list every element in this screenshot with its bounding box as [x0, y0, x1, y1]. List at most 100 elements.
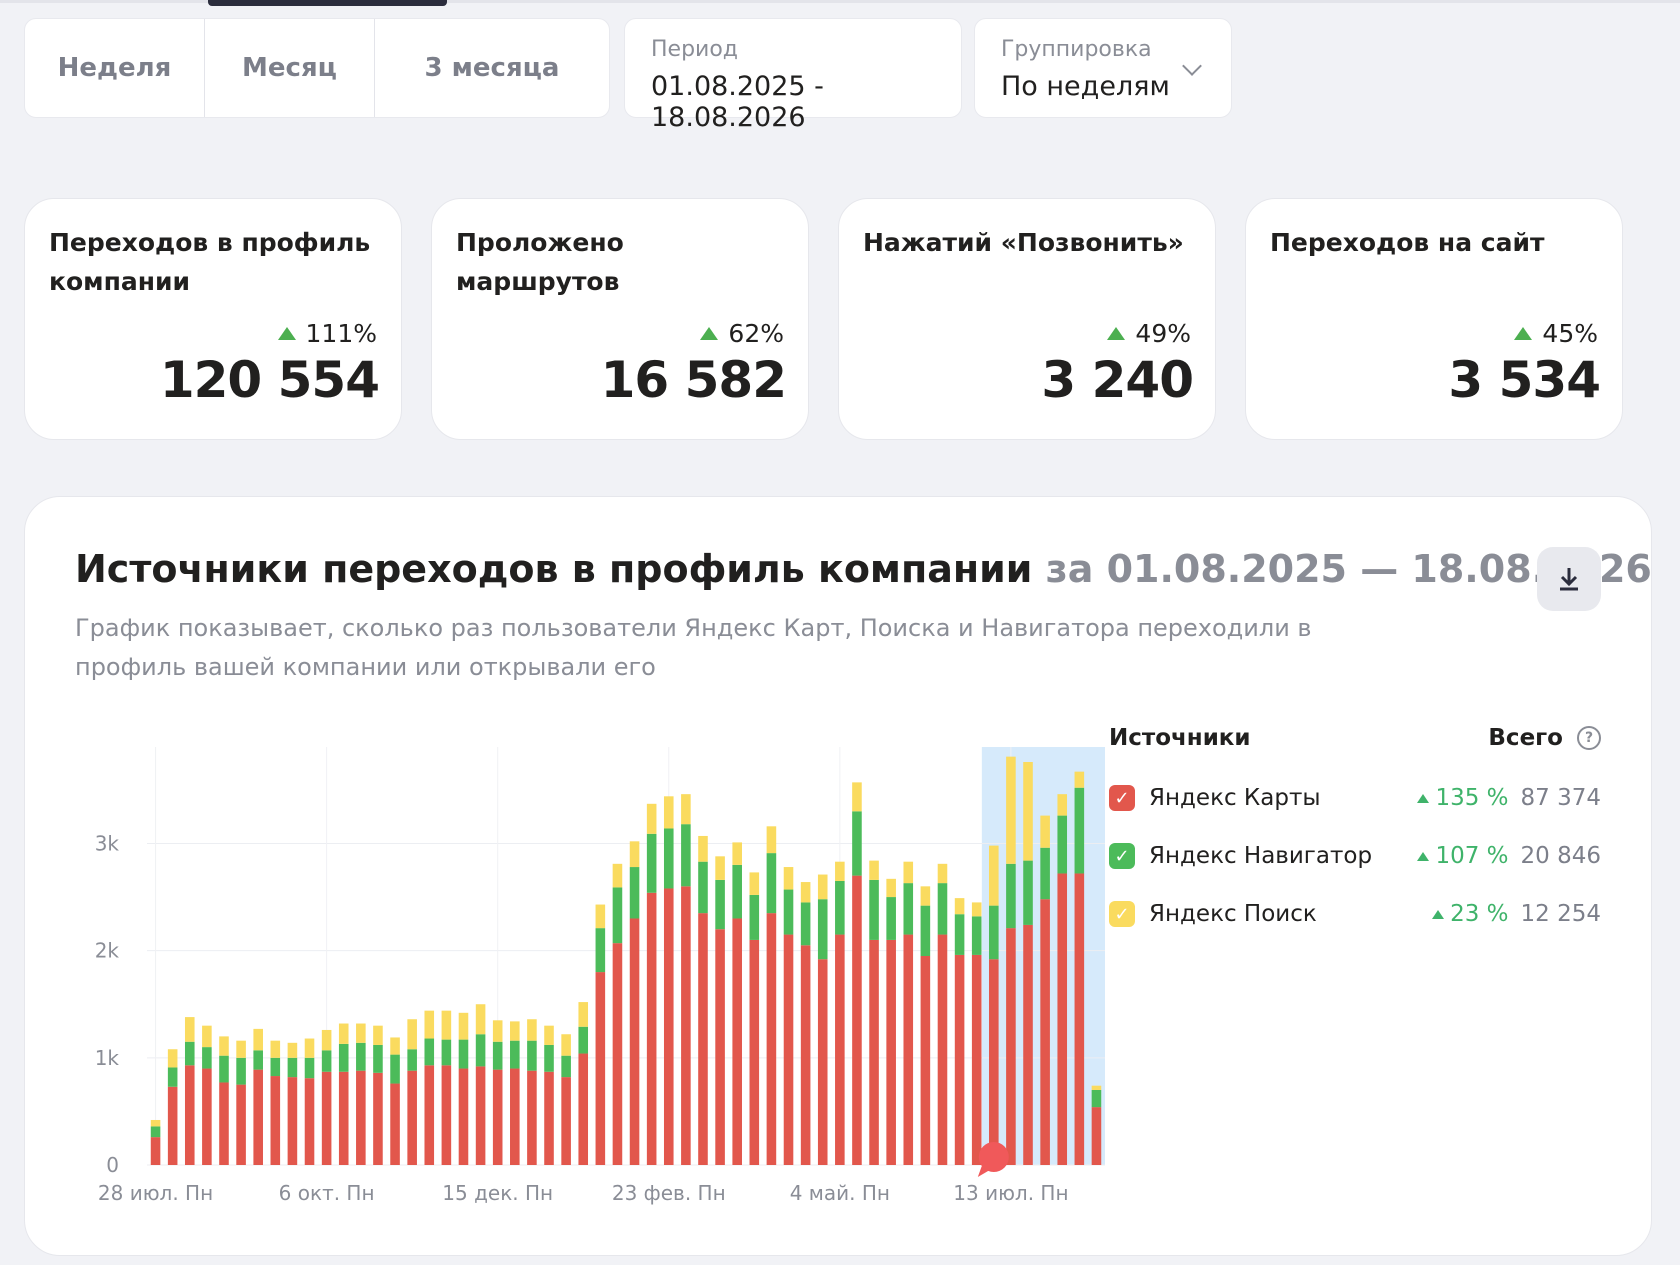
active-tab-indicator: [208, 0, 447, 6]
metric-delta: 45%: [1514, 319, 1598, 348]
legend-item-maps[interactable]: ✓ Яндекс Карты 135 % 87 374: [1109, 769, 1601, 827]
event-marker-tail: [977, 1166, 990, 1177]
legend-item-change: 107 %: [1417, 843, 1509, 869]
bar-segment-navigator: [937, 883, 948, 935]
bar-segment-navigator: [971, 916, 982, 955]
bar-segment-search: [167, 1049, 178, 1068]
bar-segment-navigator: [510, 1040, 520, 1069]
metric-value: 3 534: [1448, 351, 1601, 409]
legend-total-label: Всего: [1488, 725, 1563, 751]
bar-segment-search: [321, 1029, 332, 1051]
bar-segment-navigator: [475, 1034, 486, 1067]
bar-segment-navigator: [852, 811, 862, 876]
checkbox-checked-icon[interactable]: ✓: [1109, 785, 1135, 811]
bar-segment-maps: [1040, 899, 1050, 1165]
checkbox-checked-icon[interactable]: ✓: [1109, 843, 1135, 869]
legend-item-change-value: 135 %: [1435, 785, 1509, 811]
panel-title: Источники переходов в профиль компании з…: [75, 547, 1652, 591]
bar-segment-maps: [184, 1065, 195, 1165]
bar-segment-maps: [869, 939, 879, 1165]
bar-segment-maps: [800, 945, 811, 1165]
bar-segment-maps: [1074, 873, 1085, 1165]
x-tick-label: 13 июл. Пн: [953, 1181, 1068, 1205]
legend-item-total: 12 254: [1520, 901, 1601, 927]
sources-panel: Источники переходов в профиль компании з…: [24, 496, 1652, 1256]
bar-segment-navigator: [150, 1126, 161, 1138]
tab-month[interactable]: Месяц: [205, 19, 375, 117]
metric-delta-value: 45%: [1542, 319, 1598, 348]
bar-segment-search: [492, 1020, 503, 1042]
metric-delta: 62%: [700, 319, 784, 348]
download-button[interactable]: [1537, 547, 1601, 611]
metric-delta: 49%: [1107, 319, 1191, 348]
chart-legend: Источники Всего? ✓ Яндекс Карты 135 % 87 …: [1109, 725, 1601, 943]
bar-segment-maps: [937, 934, 948, 1165]
legend-item-navigator[interactable]: ✓ Яндекс Навигатор 107 % 20 846: [1109, 827, 1601, 885]
bar-segment-maps: [612, 943, 623, 1165]
help-icon[interactable]: ?: [1577, 726, 1601, 750]
bar-segment-search: [1091, 1085, 1102, 1090]
grouping-select[interactable]: Группировка По неделям: [974, 18, 1232, 118]
bar-segment-navigator: [646, 833, 657, 893]
bar-segment-navigator: [578, 1026, 589, 1054]
legend-item-name: Яндекс Поиск: [1149, 901, 1317, 927]
bar-segment-navigator: [356, 1042, 366, 1071]
legend-item-name: Яндекс Навигатор: [1149, 843, 1373, 869]
bar-segment-maps: [390, 1083, 400, 1165]
bar-segment-maps: [407, 1070, 417, 1165]
tab-week[interactable]: Неделя: [25, 19, 205, 117]
bar-segment-search: [441, 1010, 452, 1040]
bar-segment-navigator: [544, 1044, 554, 1072]
metric-title: Проложено маршрутов: [456, 228, 624, 296]
bar-segment-navigator: [954, 914, 965, 955]
x-tick-label: 23 фев. Пн: [612, 1181, 726, 1205]
metric-delta-value: 111%: [305, 319, 377, 348]
bar-segment-navigator: [219, 1055, 229, 1083]
period-label: Период: [651, 37, 739, 62]
bar-segment-maps: [835, 934, 845, 1165]
bar-segment-search: [835, 861, 845, 881]
metric-title: Нажатий «Позвонить»: [863, 228, 1184, 257]
bar-segment-navigator: [800, 902, 811, 946]
bar-segment-navigator: [338, 1043, 349, 1072]
bar-segment-search: [475, 1004, 486, 1035]
bar-segment-search: [390, 1037, 400, 1055]
download-icon: [1560, 568, 1578, 591]
bar-segment-navigator: [1091, 1089, 1102, 1108]
legend-total-header: Всего?: [1488, 725, 1601, 751]
period-segmented-control: Неделя Месяц 3 месяца: [24, 18, 610, 118]
tab-3-months[interactable]: 3 месяца: [424, 53, 560, 83]
bar-segment-maps: [578, 1053, 589, 1165]
arrow-up-icon: [1417, 851, 1430, 861]
bar-segment-search: [150, 1119, 161, 1127]
bar-segment-navigator: [1023, 860, 1033, 925]
bar-segment-navigator: [373, 1044, 383, 1073]
bar-segment-navigator: [390, 1054, 400, 1084]
bar-segment-navigator: [766, 853, 777, 914]
bar-segment-search: [287, 1042, 298, 1058]
legend-item-search[interactable]: ✓ Яндекс Поиск 23 % 12 254: [1109, 885, 1601, 943]
bar-segment-navigator: [869, 879, 879, 940]
bar-segment-navigator: [253, 1050, 263, 1070]
bar-segment-search: [561, 1034, 571, 1056]
metric-delta: 111%: [277, 319, 377, 348]
checkbox-checked-icon[interactable]: ✓: [1109, 901, 1135, 927]
bar-segment-navigator: [920, 905, 931, 956]
bar-segment-navigator: [1006, 863, 1016, 929]
bar-segment-search: [681, 794, 691, 825]
bar-segment-maps: [783, 934, 794, 1165]
metric-value: 120 554: [159, 351, 380, 409]
period-picker[interactable]: Период 01.08.2025 - 18.08.2026: [624, 18, 962, 133]
bar-segment-navigator: [817, 899, 828, 960]
arrow-up-icon: [277, 327, 296, 340]
bar-segment-maps: [219, 1082, 229, 1165]
bar-segment-navigator: [989, 905, 999, 960]
bar-segment-navigator: [698, 861, 708, 914]
bar-segment-search: [954, 898, 965, 915]
bar-segment-maps: [698, 913, 708, 1165]
legend-item-change-value: 23 %: [1450, 901, 1509, 927]
legend-sources-label: Источники: [1109, 725, 1251, 751]
bar-segment-maps: [253, 1069, 263, 1165]
metric-value: 3 240: [1041, 351, 1194, 409]
bar-segment-maps: [886, 939, 896, 1165]
